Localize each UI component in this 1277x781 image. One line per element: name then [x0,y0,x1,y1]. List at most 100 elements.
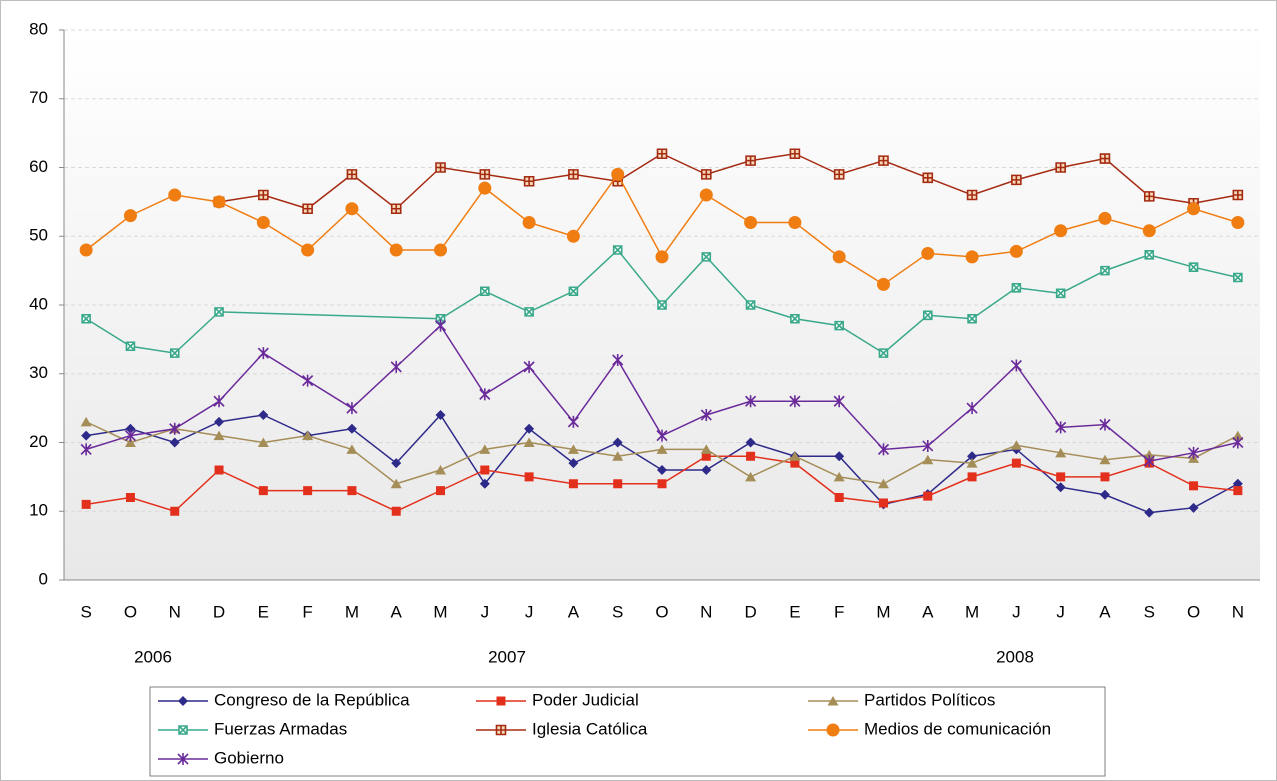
year-label: 2007 [488,647,526,666]
marker [177,753,189,765]
marker [922,172,934,184]
marker [789,395,801,408]
marker [1143,455,1155,468]
x-tick-label: D [213,602,225,621]
marker [302,430,314,441]
marker [700,409,712,421]
marker [1100,265,1110,276]
marker [169,437,180,448]
marker [834,451,845,462]
marker [701,252,712,262]
y-tick-label: 60 [29,157,48,176]
marker [302,374,314,387]
marker [178,725,188,735]
series [81,451,1243,516]
marker [655,250,669,264]
marker [169,348,180,358]
year-label: 2008 [996,647,1034,666]
marker [966,402,978,415]
marker [745,437,756,448]
marker [214,307,224,317]
x-tick-label: F [302,602,312,621]
marker [656,429,668,442]
marker [435,162,446,173]
marker [434,319,447,332]
marker [480,286,490,297]
legend-label: Poder Judicial [532,690,639,709]
marker [1054,224,1068,238]
marker [612,437,623,448]
marker [212,195,226,209]
marker [390,203,402,215]
marker [257,437,269,447]
marker [877,478,889,489]
x-tick-label: N [169,602,181,621]
marker [788,216,802,229]
y-tick-label: 20 [29,432,48,451]
marker [966,189,978,201]
marker [878,155,889,166]
marker [1011,174,1022,186]
marker [1144,250,1155,260]
marker [479,388,491,401]
marker [790,313,800,324]
marker [1233,272,1243,283]
x-tick-label: D [744,602,756,621]
marker [435,410,446,420]
marker [746,451,756,461]
y-tick-label: 70 [29,88,48,107]
marker [81,313,91,324]
marker [922,454,934,465]
marker [833,395,845,408]
marker [1010,440,1022,450]
marker [1011,458,1021,468]
marker [967,313,977,324]
marker [567,444,579,454]
x-tick-label: N [700,602,712,621]
x-tick-label: M [965,602,979,621]
marker [214,465,224,475]
marker [434,243,448,257]
series-line [218,152,1238,210]
marker [1010,359,1022,372]
marker [523,360,535,373]
marker [168,188,182,202]
marker [390,360,402,373]
marker [258,189,269,201]
marker [170,506,180,516]
marker [1188,262,1199,272]
marker [124,437,136,447]
y-tick-label: 10 [29,501,48,520]
marker [1056,472,1066,482]
x-tick-label: A [922,602,934,621]
marker [921,246,935,260]
marker [480,465,490,475]
x-tick-label: J [1056,602,1065,621]
marker [613,479,623,489]
marker [213,430,225,441]
marker [346,444,358,454]
marker [81,499,91,509]
marker [834,493,844,502]
marker [496,696,506,706]
x-tick-label: S [612,602,623,621]
marker [1009,244,1023,258]
gap-connector [219,311,441,320]
marker [389,243,403,257]
marker [1011,283,1022,293]
x-tick-label: A [568,602,580,621]
marker [612,451,624,461]
marker [302,203,313,215]
x-tick-label: M [433,602,447,621]
marker [301,243,315,257]
marker [1099,454,1111,465]
x-tick-label: E [789,602,800,621]
marker [346,169,358,180]
marker [1187,202,1201,216]
marker [834,320,844,331]
marker [789,148,801,160]
y-tick-label: 80 [29,19,48,38]
marker [495,724,507,736]
marker [125,493,135,502]
